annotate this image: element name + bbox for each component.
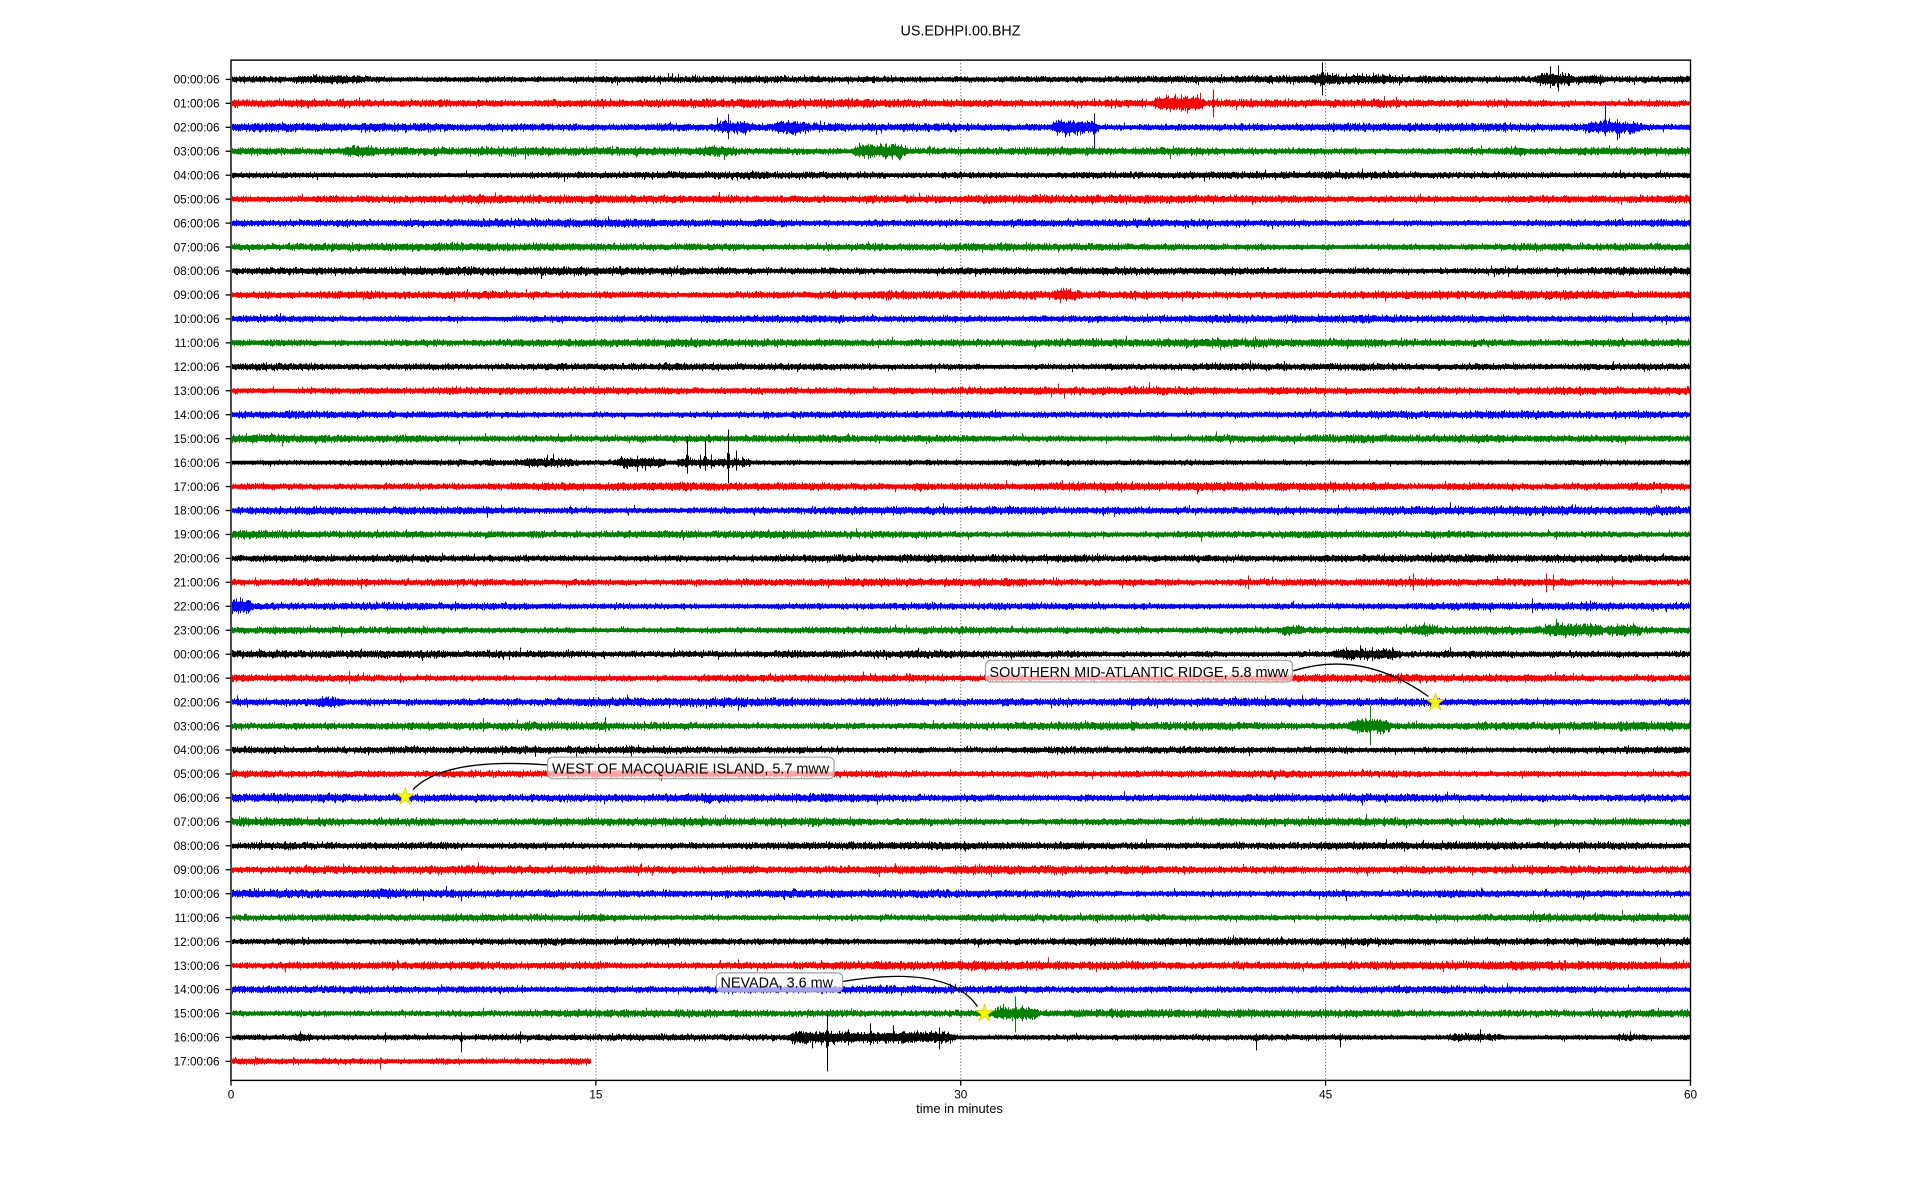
svg-text:0: 0 — [228, 1088, 235, 1102]
svg-text:01:00:06: 01:00:06 — [174, 671, 220, 685]
svg-text:16:00:06: 16:00:06 — [174, 456, 220, 470]
svg-text:08:00:06: 08:00:06 — [174, 264, 220, 278]
svg-text:NEVADA, 3.6 mw: NEVADA, 3.6 mw — [721, 976, 834, 992]
svg-text:14:00:06: 14:00:06 — [174, 983, 220, 997]
svg-text:23:00:06: 23:00:06 — [174, 623, 220, 637]
svg-text:16:00:06: 16:00:06 — [174, 1031, 220, 1045]
svg-text:11:00:06: 11:00:06 — [174, 911, 219, 925]
svg-text:11:00:06: 11:00:06 — [174, 336, 219, 350]
svg-text:21:00:06: 21:00:06 — [174, 576, 220, 590]
svg-text:10:00:06: 10:00:06 — [174, 312, 220, 326]
svg-text:13:00:06: 13:00:06 — [174, 384, 220, 398]
svg-text:15: 15 — [589, 1088, 603, 1102]
svg-text:07:00:06: 07:00:06 — [174, 240, 220, 254]
svg-text:01:00:06: 01:00:06 — [174, 97, 220, 111]
svg-text:19:00:06: 19:00:06 — [174, 528, 220, 542]
svg-text:05:00:06: 05:00:06 — [174, 767, 220, 781]
svg-text:15:00:06: 15:00:06 — [174, 432, 220, 446]
svg-text:05:00:06: 05:00:06 — [174, 192, 220, 206]
svg-text:10:00:06: 10:00:06 — [174, 887, 220, 901]
svg-text:04:00:06: 04:00:06 — [174, 168, 220, 182]
svg-text:14:00:06: 14:00:06 — [174, 408, 220, 422]
svg-text:00:00:06: 00:00:06 — [174, 73, 220, 87]
svg-text:06:00:06: 06:00:06 — [174, 791, 220, 805]
svg-text:20:00:06: 20:00:06 — [174, 552, 220, 566]
svg-text:13:00:06: 13:00:06 — [174, 959, 220, 973]
svg-text:07:00:06: 07:00:06 — [174, 815, 220, 829]
svg-text:60: 60 — [1684, 1088, 1698, 1102]
svg-text:02:00:06: 02:00:06 — [174, 695, 220, 709]
svg-text:45: 45 — [1319, 1088, 1333, 1102]
svg-text:00:00:06: 00:00:06 — [174, 647, 220, 661]
svg-text:SOUTHERN MID-ATLANTIC RIDGE, 5: SOUTHERN MID-ATLANTIC RIDGE, 5.8 mww — [990, 665, 1289, 681]
svg-text:22:00:06: 22:00:06 — [174, 600, 220, 614]
svg-text:30: 30 — [954, 1088, 968, 1102]
svg-text:17:00:06: 17:00:06 — [174, 480, 220, 494]
svg-text:15:00:06: 15:00:06 — [174, 1007, 220, 1021]
svg-text:12:00:06: 12:00:06 — [174, 360, 220, 374]
svg-text:03:00:06: 03:00:06 — [174, 719, 220, 733]
svg-text:12:00:06: 12:00:06 — [174, 935, 220, 949]
svg-text:03:00:06: 03:00:06 — [174, 144, 220, 158]
svg-text:WEST OF MACQUARIE ISLAND, 5.7: WEST OF MACQUARIE ISLAND, 5.7 mww — [552, 762, 830, 778]
svg-text:06:00:06: 06:00:06 — [174, 216, 220, 230]
svg-text:02:00:06: 02:00:06 — [174, 121, 220, 135]
svg-text:09:00:06: 09:00:06 — [174, 288, 220, 302]
svg-text:18:00:06: 18:00:06 — [174, 504, 220, 518]
svg-text:08:00:06: 08:00:06 — [174, 839, 220, 853]
svg-text:17:00:06: 17:00:06 — [174, 1055, 220, 1069]
svg-text:US.EDHPI.00.BHZ: US.EDHPI.00.BHZ — [901, 24, 1021, 40]
svg-text:time in minutes: time in minutes — [916, 1101, 1003, 1116]
svg-text:04:00:06: 04:00:06 — [174, 743, 220, 757]
svg-text:09:00:06: 09:00:06 — [174, 863, 220, 877]
